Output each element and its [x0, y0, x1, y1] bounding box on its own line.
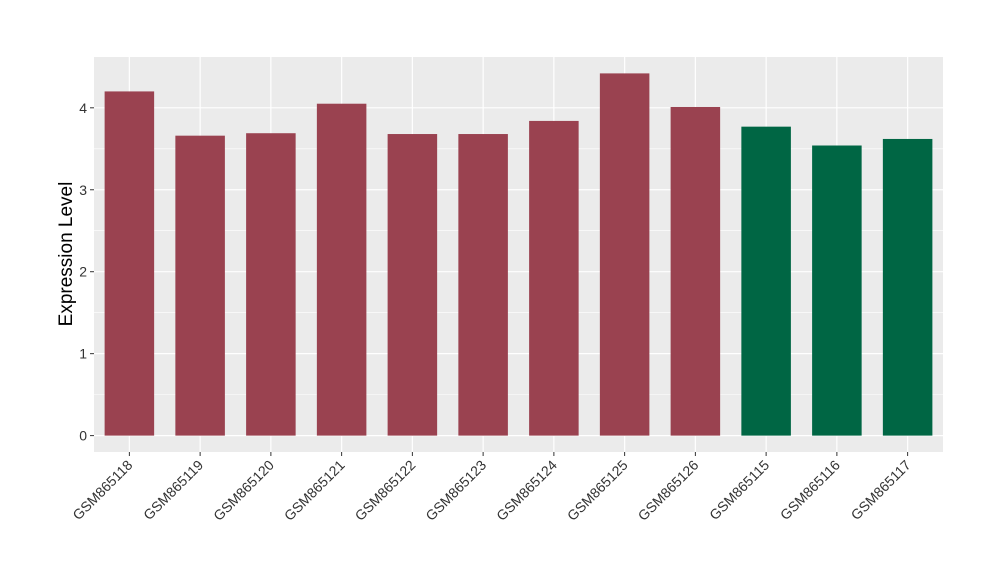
x-tick-label: GSM865119	[140, 457, 206, 523]
bar-GSM865121	[316, 103, 367, 436]
bar-GSM865122	[387, 134, 438, 436]
bar-GSM865118	[104, 91, 155, 436]
x-tick-label: GSM865120	[210, 457, 277, 524]
x-tick-label: GSM865117	[848, 457, 914, 523]
x-tick-label: GSM865125	[564, 457, 631, 524]
bar-GSM865124	[529, 120, 579, 436]
bar-GSM865126	[670, 106, 721, 436]
y-axis-title: Expression Level	[56, 182, 77, 327]
plot-panel	[94, 57, 943, 452]
x-tick-label: GSM865115	[706, 457, 772, 523]
y-tick-label: 3	[79, 182, 87, 198]
bar-GSM865116	[812, 145, 862, 436]
x-tick-label: GSM865116	[777, 457, 843, 523]
x-tick-label: GSM865121	[281, 457, 348, 524]
x-tick-label: GSM865123	[422, 457, 489, 524]
bar-GSM865117	[882, 138, 933, 436]
x-tick-label: GSM865126	[635, 457, 702, 524]
y-axis: 0 1 2 3 4	[79, 100, 94, 444]
x-tick-label: GSM865118	[69, 457, 135, 523]
y-tick-label: 1	[79, 346, 87, 362]
bars	[104, 73, 933, 436]
y-tick-label: 2	[79, 264, 87, 280]
x-tick-label: GSM865122	[352, 457, 419, 524]
x-axis: GSM865118 GSM865119 GSM865120 GSM865121 GSM8…	[69, 452, 914, 524]
y-tick-label: 4	[79, 100, 87, 116]
y-tick-label: 0	[79, 428, 87, 444]
bar-GSM865119	[175, 135, 225, 436]
bar-GSM865115	[741, 126, 791, 436]
x-tick-label: GSM865124	[493, 457, 560, 524]
bar-GSM865123	[458, 134, 508, 436]
bar-GSM865125	[599, 73, 650, 436]
bar-GSM865120	[246, 133, 296, 436]
